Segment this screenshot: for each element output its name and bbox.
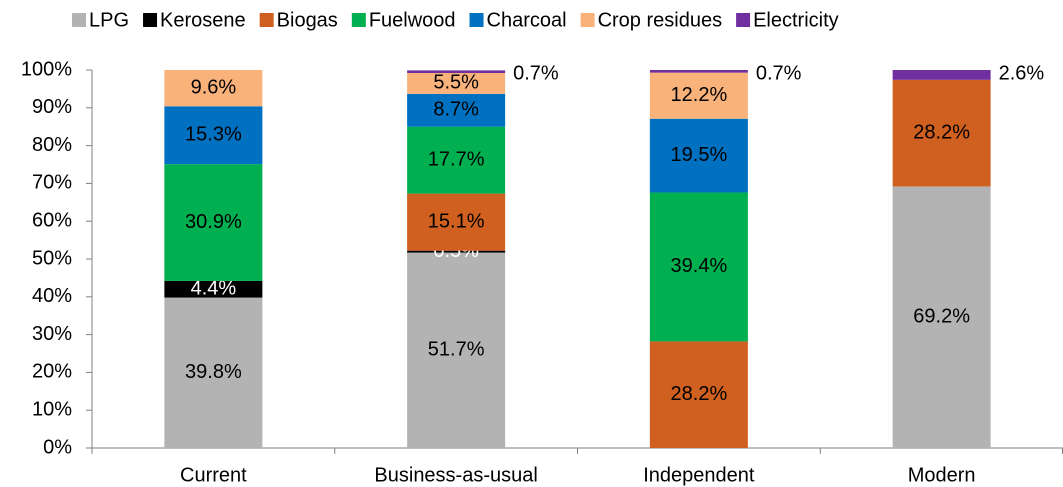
data-label: 28.2%: [671, 383, 728, 405]
legend-swatch: [143, 13, 158, 27]
data-label: 39.4%: [671, 255, 728, 277]
bar-segment: [407, 93, 506, 127]
bar-segment: [649, 192, 748, 342]
legend-swatch: [259, 13, 274, 27]
legend-label: Charcoal: [487, 9, 567, 31]
y-tick-label: 0%: [43, 436, 72, 458]
data-label: 0.7%: [756, 62, 802, 84]
x-tick-label: Current: [180, 464, 247, 486]
y-tick-label: 30%: [32, 323, 72, 345]
bar-segment: [164, 164, 263, 281]
data-label: 15.1%: [428, 210, 485, 232]
data-label: 4.4%: [191, 278, 237, 300]
bar-segment: [892, 186, 991, 448]
legend-label: Biogas: [277, 9, 338, 31]
data-label: 9.6%: [191, 76, 237, 98]
bar-segment: [407, 193, 506, 251]
data-label: 51.7%: [428, 339, 485, 361]
x-tick-label: Business-as-usual: [374, 464, 537, 486]
y-tick-label: 20%: [32, 361, 72, 383]
data-label: 30.9%: [185, 211, 242, 233]
data-label: 2.6%: [999, 62, 1045, 84]
data-label: 0.7%: [513, 63, 559, 85]
bar-segment: [649, 72, 748, 119]
legend-label: Crop residues: [598, 9, 723, 31]
bar-segment: [164, 106, 263, 165]
legend-label: Kerosene: [160, 9, 246, 31]
bar-segment: [164, 70, 263, 107]
data-label: 17.7%: [428, 148, 485, 170]
bar-segment: [407, 250, 506, 253]
data-label: 8.7%: [433, 99, 479, 121]
y-tick-label: 60%: [32, 209, 72, 231]
legend-label: Electricity: [753, 9, 839, 31]
bar-segment: [164, 280, 263, 298]
y-tick-label: 40%: [32, 285, 72, 307]
y-tick-label: 70%: [32, 172, 72, 194]
bar-segment: [649, 341, 748, 448]
bar-segment: [407, 70, 506, 74]
legend-swatch: [736, 13, 751, 27]
legend-label: LPG: [89, 9, 129, 31]
legend-swatch: [580, 13, 595, 27]
bar-segment: [892, 79, 991, 187]
bar-segment: [649, 70, 748, 73]
data-label: 28.2%: [913, 121, 970, 143]
legend-label: Fuelwood: [369, 9, 456, 31]
legend-swatch: [469, 13, 484, 27]
y-tick-label: 80%: [32, 134, 72, 156]
data-label: 12.2%: [671, 84, 728, 106]
bar-segment: [892, 70, 991, 80]
legend-swatch: [72, 13, 86, 27]
bar-segment: [164, 297, 263, 448]
data-label: 5.5%: [433, 72, 479, 94]
data-label: 39.8%: [185, 361, 242, 383]
legend-swatch: [351, 13, 366, 27]
bar-segment: [407, 126, 506, 194]
y-tick-label: 100%: [21, 58, 72, 80]
bar-segment: [407, 252, 506, 448]
bar-segment: [649, 118, 748, 193]
data-label: 69.2%: [913, 305, 970, 327]
data-label: 15.3%: [185, 123, 242, 145]
y-tick-label: 10%: [32, 398, 72, 420]
x-tick-label: Independent: [643, 464, 755, 486]
bar-segment: [407, 73, 506, 94]
y-tick-label: 90%: [32, 96, 72, 118]
x-tick-label: Modern: [908, 464, 976, 486]
data-label: 19.5%: [671, 144, 728, 166]
y-tick-label: 50%: [32, 247, 72, 269]
